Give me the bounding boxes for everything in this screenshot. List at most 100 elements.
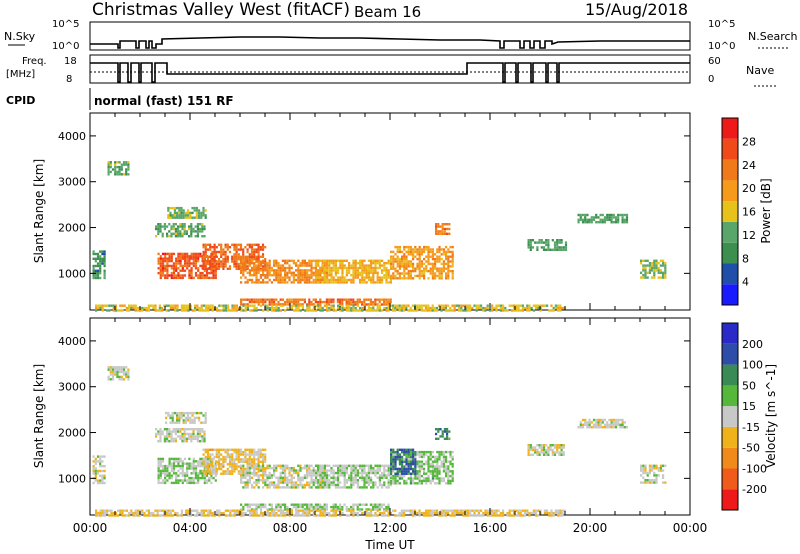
range-gate-cell	[545, 248, 548, 251]
range-gate-cell	[441, 432, 444, 436]
range-gate-cell	[202, 211, 205, 215]
range-gate-cell	[315, 259, 318, 262]
range-gate-cell	[392, 470, 395, 473]
range-gate-cell	[612, 213, 615, 217]
range-gate-cell	[292, 281, 295, 284]
range-gate-cell	[202, 255, 205, 258]
range-gate-cell	[246, 250, 249, 254]
range-gate-cell	[317, 509, 320, 512]
range-gate-cell	[202, 265, 205, 268]
range-gate-cell	[440, 309, 443, 312]
range-gate-cell	[385, 262, 388, 265]
range-gate-cell	[524, 511, 527, 515]
range-gate-cell	[190, 462, 193, 465]
range-gate-cell	[603, 418, 607, 422]
range-gate-cell	[405, 448, 408, 451]
range-gate-cell	[174, 437, 177, 440]
range-gate-cell	[103, 474, 106, 477]
range-gate-cell	[420, 511, 423, 515]
range-gate-cell	[96, 472, 100, 475]
range-gate-cell	[321, 479, 324, 482]
range-gate-cell	[303, 269, 306, 272]
range-gate-cell	[248, 503, 251, 506]
range-gate-cell	[168, 474, 171, 477]
range-gate-cell	[475, 309, 478, 312]
range-gate-cell	[453, 509, 456, 512]
range-gate-cell	[279, 479, 282, 482]
range-gate-cell	[445, 467, 448, 471]
range-gate-cell	[531, 246, 535, 249]
range-gate-cell	[447, 269, 450, 273]
range-gate-cell	[442, 306, 445, 310]
range-gate-cell	[251, 281, 254, 284]
range-gate-cell	[361, 266, 364, 270]
range-gate-cell	[436, 260, 439, 263]
range-gate-cell	[363, 471, 366, 475]
range-gate-cell	[259, 298, 262, 301]
range-gate-cell	[314, 266, 317, 270]
range-gate-cell	[551, 448, 554, 452]
range-gate-cell	[270, 476, 273, 479]
range-gate-cell	[372, 481, 375, 484]
range-gate-cell	[621, 418, 624, 422]
range-gate-cell	[281, 486, 284, 489]
range-gate-cell	[405, 255, 408, 258]
range-gate-cell	[542, 453, 546, 456]
range-gate-cell	[170, 440, 173, 443]
range-gate-cell	[266, 266, 269, 270]
range-gate-cell	[539, 304, 542, 307]
range-gate-cell	[648, 469, 651, 472]
range-gate-cell	[436, 309, 439, 312]
range-gate-cell	[163, 304, 166, 307]
range-gate-cell	[197, 479, 200, 482]
range-gate-cell	[244, 511, 247, 515]
range-gate-cell	[367, 266, 370, 270]
range-gate-cell	[414, 309, 417, 312]
range-gate-cell	[163, 437, 166, 440]
range-gate-cell	[370, 276, 373, 279]
range-gate-cell	[387, 514, 390, 517]
range-gate-cell	[460, 309, 463, 312]
range-gate-cell	[194, 262, 198, 265]
range-gate-cell	[199, 264, 202, 268]
range-gate-cell	[186, 472, 189, 475]
range-gate-cell	[425, 479, 428, 483]
range-gate-cell	[94, 462, 97, 465]
range-gate-cell	[178, 211, 181, 215]
range-gate-cell	[581, 423, 585, 426]
range-gate-cell	[204, 246, 207, 249]
range-gate-cell	[403, 460, 406, 463]
range-gate-cell	[577, 213, 580, 217]
range-gate-cell	[262, 309, 265, 312]
range-gate-cell	[242, 481, 245, 484]
range-gate-cell	[179, 437, 182, 440]
range-gate-cell	[350, 264, 353, 267]
range-gate-cell	[253, 469, 256, 472]
range-gate-cell	[197, 267, 200, 270]
range-gate-cell	[308, 471, 311, 475]
range-gate-cell	[436, 269, 439, 273]
range-gate-cell	[588, 426, 591, 429]
range-gate-cell	[286, 511, 289, 515]
range-gate-cell	[370, 514, 373, 517]
range-gate-cell	[211, 306, 214, 310]
range-gate-cell	[341, 508, 344, 511]
range-gate-cell	[255, 300, 258, 304]
range-gate-cell	[242, 471, 245, 475]
range-gate-cell	[257, 269, 260, 272]
range-gate-cell	[356, 262, 359, 265]
range-gate-cell	[106, 509, 109, 512]
range-gate-cell	[204, 448, 207, 451]
range-gate-cell	[204, 472, 207, 475]
range-gate-cell	[321, 259, 324, 262]
range-gate-cell	[195, 211, 198, 215]
range-gate-cell	[405, 453, 408, 456]
range-gate-cell	[214, 464, 217, 468]
range-gate-cell	[181, 257, 184, 260]
range-gate-cell	[172, 481, 176, 485]
range-gate-cell	[383, 476, 386, 479]
range-gate-cell	[625, 221, 629, 224]
range-gate-cell	[120, 165, 123, 169]
range-gate-cell	[356, 481, 359, 484]
range-gate-cell	[188, 457, 191, 461]
